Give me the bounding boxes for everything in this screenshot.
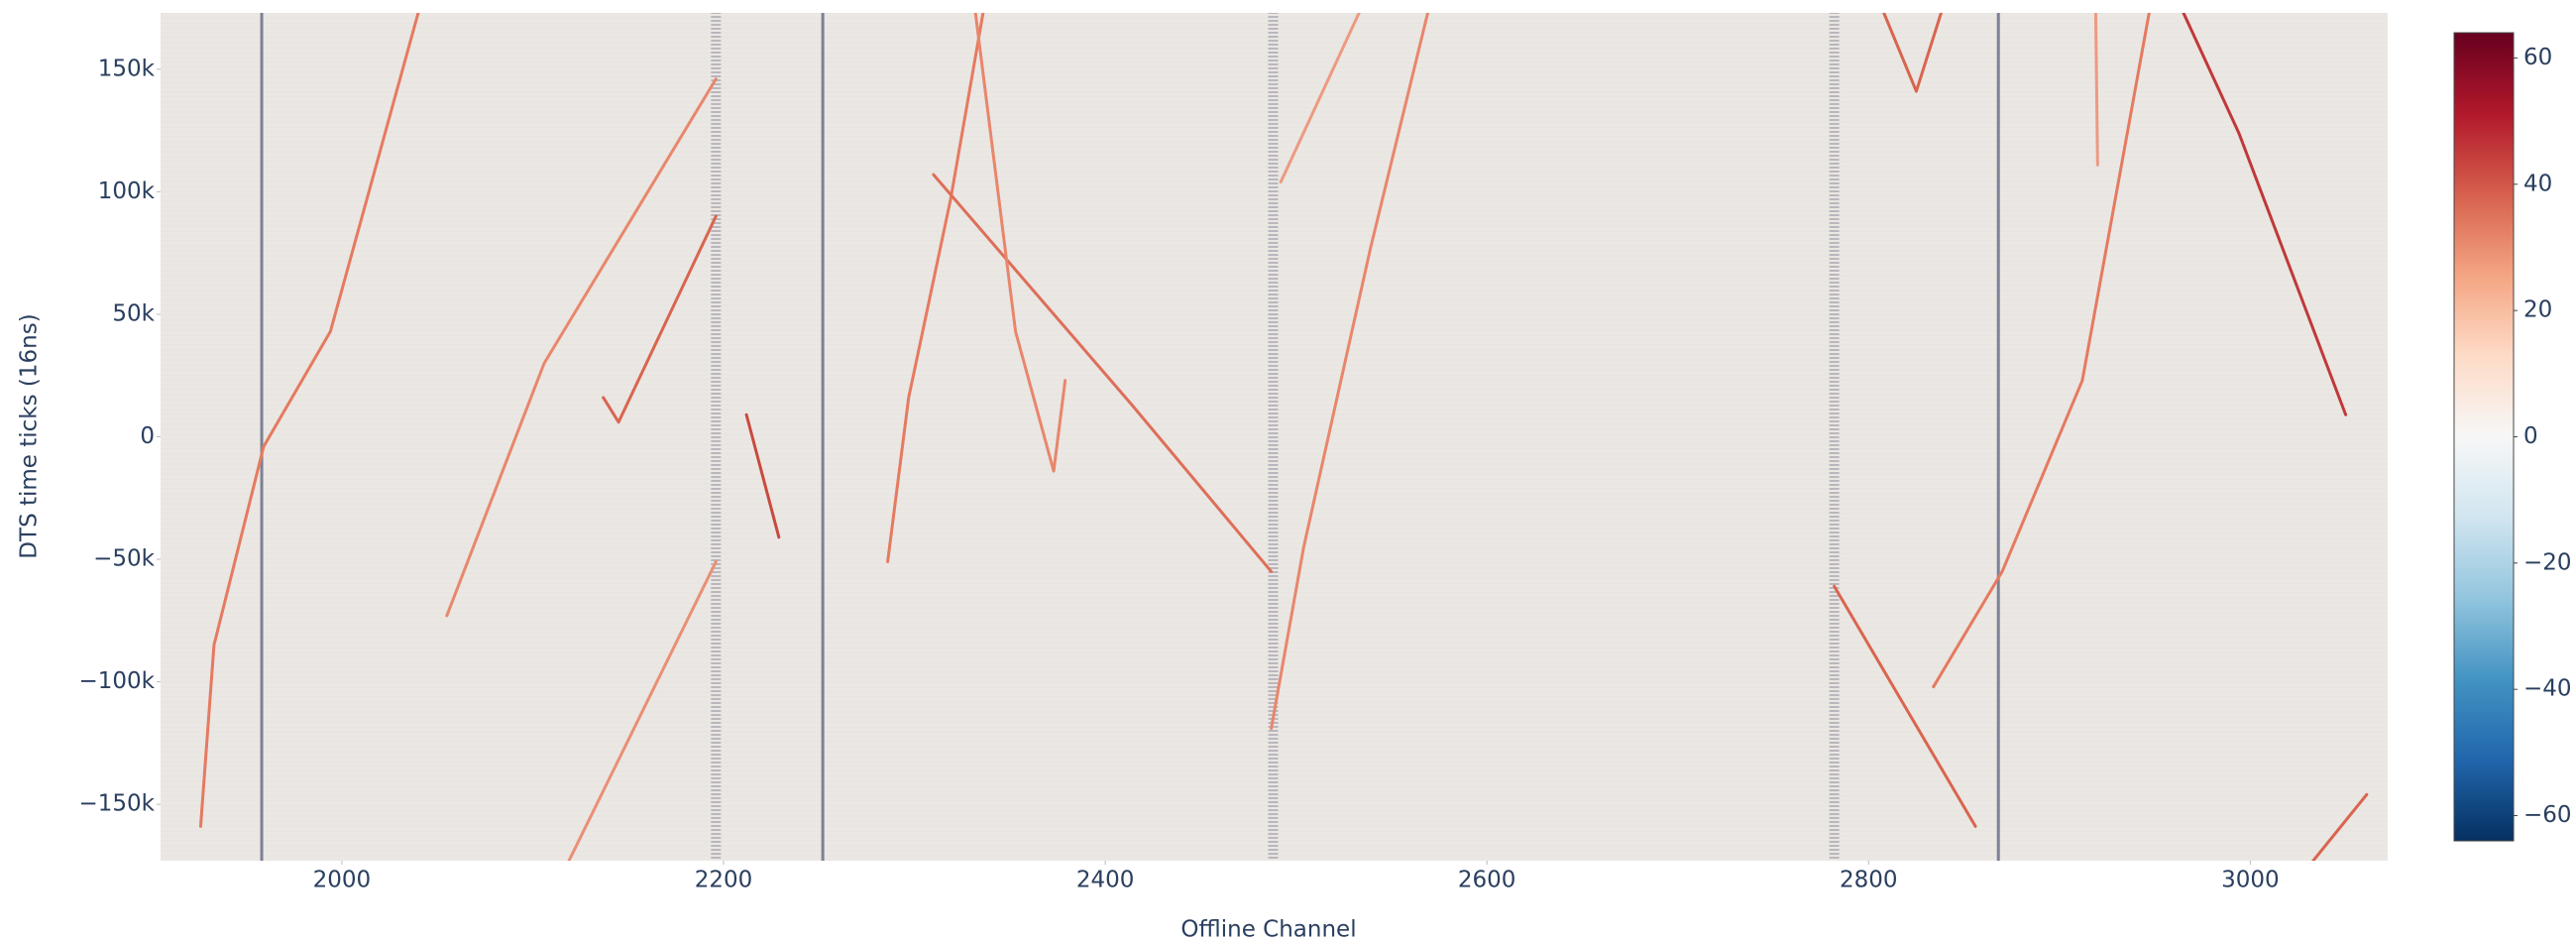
y-tick-label: 0: [140, 423, 155, 449]
y-tick-label: −50k: [93, 546, 156, 572]
y-tick-label: −150k: [79, 791, 156, 817]
x-tick-label: 2200: [695, 868, 753, 893]
y-tick-label: 50k: [112, 300, 155, 326]
x-tick-label: 2000: [313, 868, 372, 893]
x-tick-label: 2400: [1076, 868, 1135, 893]
colorbar-tick-label: −60: [2523, 802, 2572, 828]
y-tick-label: −100k: [79, 668, 156, 694]
colorbar-tick-label: 60: [2523, 45, 2552, 70]
colorbar-tick-label: −40: [2523, 676, 2572, 702]
colorbar-tick-label: 20: [2523, 297, 2552, 323]
x-tick-label: 2800: [1840, 868, 1898, 893]
y-tick-label: 100k: [98, 178, 156, 204]
x-axis-title: Offline Channel: [1180, 917, 1356, 943]
x-tick-label: 2600: [1458, 868, 1516, 893]
colorbar-tick-label: 40: [2523, 171, 2552, 196]
y-axis-title: DTS time ticks (16ns): [17, 313, 43, 558]
x-tick-label: 3000: [2221, 868, 2280, 893]
colorbar-tick-label: 0: [2523, 423, 2538, 449]
chart: Offline Channel DTS time ticks (16ns) 20…: [0, 0, 2576, 943]
track: [2095, 13, 2097, 165]
y-tick-label: 150k: [98, 56, 156, 81]
colorbar: [2454, 33, 2514, 841]
colorbar-tick-label: −20: [2523, 549, 2572, 575]
